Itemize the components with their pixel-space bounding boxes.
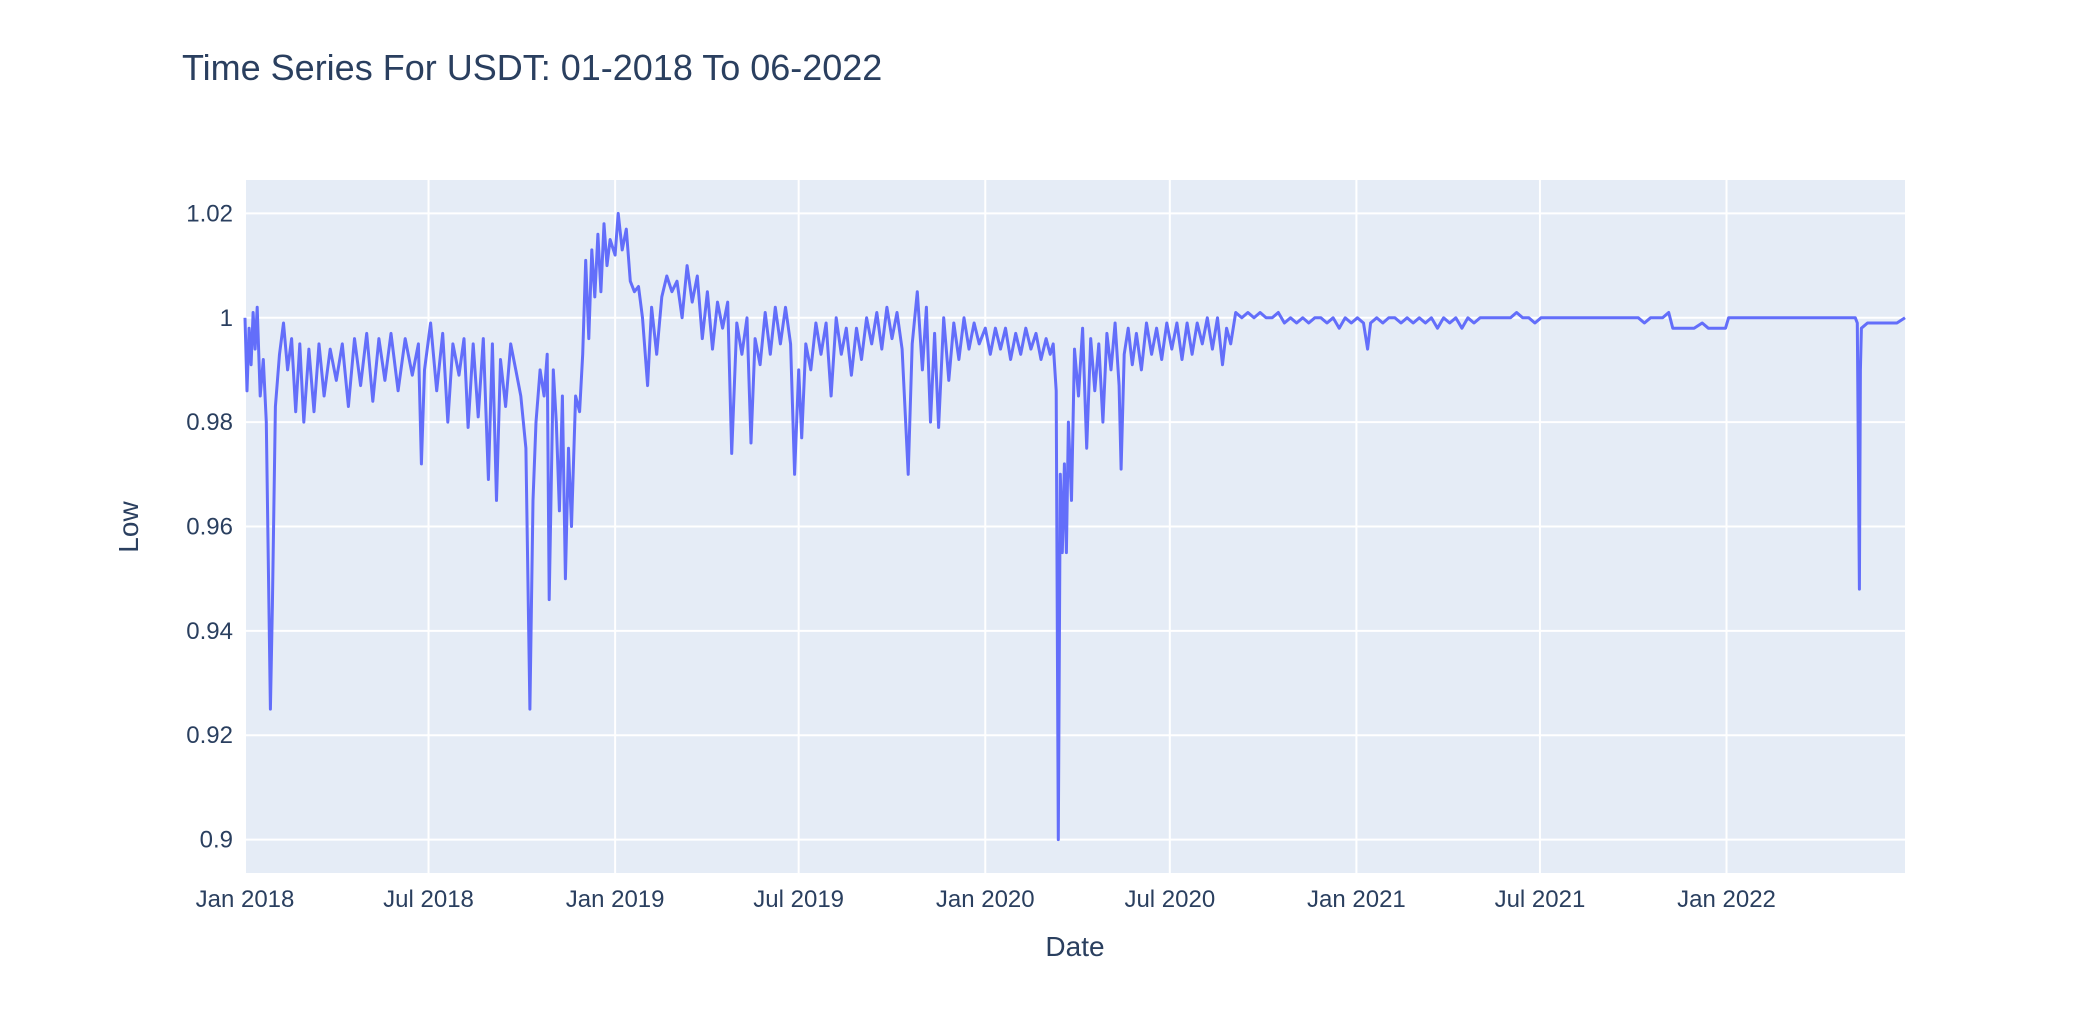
y-tick-label: 0.94	[186, 618, 233, 645]
chart-title: Time Series For USDT: 01-2018 To 06-2022	[182, 47, 882, 88]
x-axis-title: Date	[1045, 931, 1104, 962]
x-tick-label: Jan 2021	[1307, 886, 1406, 913]
y-axis-title: Low	[113, 501, 144, 553]
series-line	[243, 211, 1906, 842]
x-tick-label: Jan 2022	[1677, 886, 1776, 913]
y-tick-label: 1	[220, 305, 233, 332]
y-tick-label: 0.9	[200, 827, 233, 854]
x-tick-label: Jan 2020	[936, 886, 1035, 913]
series-layer	[243, 211, 1906, 842]
y-tick-label: 0.98	[186, 409, 233, 436]
x-tick-labels: Jan 2018 Jul 2018 Jan 2019 Jul 2019 Jan 2020…	[196, 886, 1776, 913]
x-tick-label: Jan 2019	[566, 886, 665, 913]
x-tick-label: Jul 2018	[383, 886, 474, 913]
y-tick-label: 0.92	[186, 722, 233, 749]
y-gridlines	[245, 212, 1905, 841]
y-tick-label: 1.02	[186, 200, 233, 227]
x-tick-label: Jul 2020	[1124, 886, 1215, 913]
x-tick-label: Jul 2019	[753, 886, 844, 913]
y-tick-labels: 0.9 0.92 0.94 0.96 0.98 1 1.02	[186, 200, 233, 853]
x-tick-label: Jul 2021	[1495, 886, 1586, 913]
x-tick-label: Jan 2018	[196, 886, 295, 913]
y-tick-label: 0.96	[186, 514, 233, 541]
